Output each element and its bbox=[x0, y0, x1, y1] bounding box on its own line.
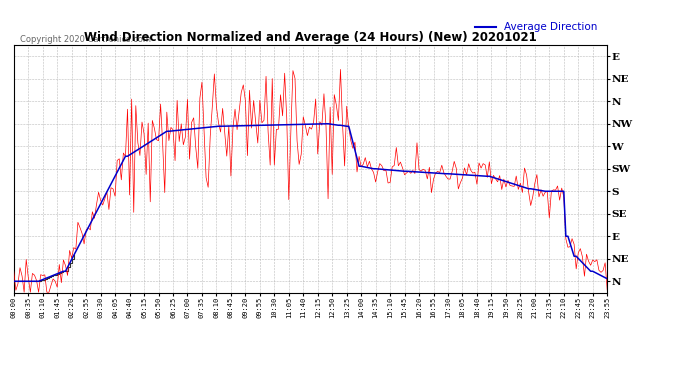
Legend: Average Direction: Average Direction bbox=[471, 18, 602, 36]
Text: Copyright 2020 Cartronics.com: Copyright 2020 Cartronics.com bbox=[20, 35, 150, 44]
Title: Wind Direction Normalized and Average (24 Hours) (New) 20201021: Wind Direction Normalized and Average (2… bbox=[84, 31, 537, 44]
